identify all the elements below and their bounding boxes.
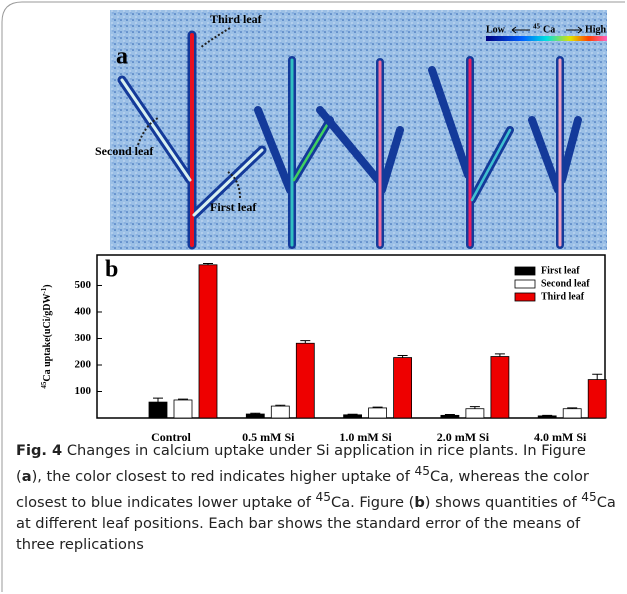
error-bar [250,412,261,415]
caption-text: 45 [414,464,430,478]
error-bar [444,414,455,416]
plot-frame [96,254,606,419]
caption-text: Ca. Figure ( [331,493,415,511]
annotation: Second leaf [95,144,154,158]
caption-text: Ca at different leaf positions. Each bar… [16,493,616,553]
bar [465,408,485,419]
error-bar [153,397,163,403]
panel-a: a Third leaf Second leaf First leaf Low … [95,10,607,250]
bar [270,405,290,419]
error-bar [178,398,188,400]
bar [587,379,607,419]
scale-bar [486,36,607,41]
y-tick-label: 200 [75,359,92,371]
error-bar [542,414,553,416]
scale-low: Low [486,24,506,35]
error-bar [347,413,358,415]
bar [490,356,510,419]
bar [440,414,460,419]
caption: Fig. 4 Changes in calcium uptake under S… [16,440,616,555]
legend-swatch [514,266,536,276]
error-bar [397,354,408,358]
bar [295,342,315,419]
y-label-part: ) [42,284,53,287]
y-axis-label: 45Ca uptake(uCi/gDW-1) [40,284,54,388]
bar [148,401,168,419]
x-tick-label: 2.0 mM Si [437,430,490,444]
caption-text: b [414,493,425,511]
error-bar [203,262,213,265]
legend-swatch [514,292,536,302]
legend-label: Second leaf [541,278,590,289]
scale-isotope: Ca [543,24,555,35]
caption-text: ), the color closest to red indicates hi… [31,467,415,485]
bar [198,264,218,419]
error-bar [469,406,480,409]
x-tick-label: Control [151,430,191,444]
panel-label: b [105,257,118,283]
legend-label: Third leaf [541,291,585,302]
panel-b: b 100 200 300 400 500 45Ca uptake(uCi/gDW-1) Co… [40,254,607,444]
error-bar [592,373,603,380]
y-tick-label: 300 [75,332,92,344]
error-bar [275,404,286,407]
bar [343,414,363,419]
x-tick-label: 1.0 mM Si [339,430,392,444]
x-tick-label: 4.0 mM Si [534,430,587,444]
panel-label: a [116,44,128,70]
error-bar [567,407,578,409]
caption-text: 45 [581,489,597,504]
annotation: Third leaf [210,12,263,26]
caption-text: Fig. 4 [16,442,63,459]
bar [245,413,265,419]
bar [537,415,557,419]
y-tick-label: 400 [75,306,92,318]
annotation-arrows [137,27,241,199]
y-label-part: -1 [40,287,48,293]
bar [173,399,193,419]
y-tick-label: 100 [75,385,92,397]
caption-text: a [21,467,32,485]
caption-text: 45 [315,489,331,504]
caption-text: ) shows quantities of [424,493,582,511]
bar [368,407,388,419]
y-tick-label: 500 [75,279,92,291]
annotation: First leaf [210,200,257,214]
y-label-part: Ca uptake(uCi/gDW [42,294,53,382]
bar [393,357,413,419]
x-tick-label: 0.5 mM Si [242,430,295,444]
error-bar [494,353,505,357]
caption-text: Ca, whereas the color closest to blue in… [16,467,589,511]
legend-label: First leaf [541,265,580,276]
scale-high: High [585,24,607,35]
caption-text: Changes in calcium uptake under Si appli… [16,442,586,485]
legend-swatch [514,279,536,289]
error-bar [300,340,311,344]
y-label-part: 45 [40,381,48,389]
scale-arrows [511,26,583,34]
scale-isotope-mass: 45 [533,23,541,31]
plants [117,30,582,250]
bar [562,408,582,419]
error-bar [372,406,383,408]
